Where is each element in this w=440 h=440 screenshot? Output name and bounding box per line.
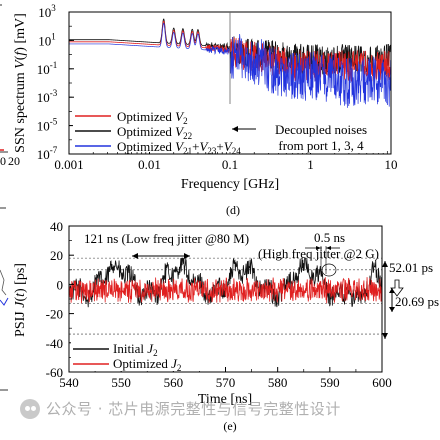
spectrum-x-axis-label: Frequency [GHz] bbox=[181, 177, 279, 192]
spectrum-y-tick-label: 103 bbox=[38, 3, 56, 20]
decoupled-annotation-line1: Decoupled noises bbox=[275, 122, 367, 137]
spectrum-y-tick-label: 10-5 bbox=[37, 117, 58, 134]
psij-y-tick-label: -40 bbox=[46, 336, 63, 351]
high-freq-annotation: (High freq jitter @2 G) bbox=[258, 246, 379, 261]
wechat-watermark: 公众号 · 芯片电源完整性与信号完整性设计 bbox=[20, 398, 341, 419]
pp-optimized-label: 20.69 ps bbox=[395, 294, 439, 309]
pp-initial-bracket bbox=[382, 261, 388, 339]
psij-x-tick-label: 550 bbox=[111, 375, 131, 390]
psij-series-initial-j2 bbox=[68, 257, 383, 308]
spectrum-x-tick-label: 0.001 bbox=[54, 157, 83, 172]
spectrum-x-tick-label: 0.1 bbox=[222, 157, 238, 172]
psij-x-tick-label: 590 bbox=[320, 375, 340, 390]
spectrum-x-tick-label: 10 bbox=[385, 157, 398, 172]
psij-chart: 540 550 560 570 580 590 600 40 20 0 -20 -40 -60 121 … bbox=[13, 219, 439, 433]
psij-x-tick-label: 540 bbox=[59, 375, 79, 390]
pp-optimized-bracket bbox=[389, 288, 395, 312]
spectrum-legend-box bbox=[73, 104, 261, 152]
spectrum-chart: 0.001 0.01 0.1 1 10 10-7 10-5 10-3 10-1 101 103 Op… bbox=[13, 3, 398, 217]
left-xtick-a: 0 bbox=[0, 154, 6, 168]
down-arrow-icon bbox=[390, 279, 404, 297]
spectrum-x-tick-label: 1 bbox=[307, 157, 314, 172]
watermark-text: 公众号 · 芯片电源完整性与信号完整性设计 bbox=[46, 400, 341, 418]
spectrum-x-tick-label: 0.01 bbox=[138, 157, 161, 172]
high-freq-zoom-circle bbox=[321, 263, 337, 277]
decoupled-annotation: Decoupled noises from port 1, 3, 4 bbox=[232, 120, 384, 153]
psij-series-group bbox=[68, 257, 383, 308]
psij-legend: Initial J2 Optimized J2 bbox=[71, 338, 206, 373]
left-fragment: 0 20 bbox=[0, 4, 20, 391]
high-freq-period-arrow bbox=[305, 246, 340, 277]
high-freq-period: 0.5 ns bbox=[314, 230, 345, 245]
psij-x-tick-label: 570 bbox=[216, 375, 236, 390]
psij-legend-box bbox=[71, 338, 206, 371]
psij-x-axis-label: Time [ns] bbox=[198, 392, 252, 407]
wechat-icon bbox=[20, 398, 40, 419]
psij-y-tick-label: 20 bbox=[50, 248, 63, 263]
legend-label-v21-v23-v24: Optimized V21+V23+V24 bbox=[117, 139, 241, 156]
psij-y-axis-label: PSIJ J(t) [ps] bbox=[13, 263, 28, 337]
spectrum-y-tick-label: 101 bbox=[38, 31, 56, 48]
spectrum-y-axis-label: SSN spectrum V(f) [mV] bbox=[13, 13, 28, 153]
spectrum-y-tick-label: 10-7 bbox=[37, 145, 58, 162]
psij-x-tick-label: 580 bbox=[268, 375, 288, 390]
spectrum-y-tick-label: 10-1 bbox=[37, 60, 58, 77]
psij-x-tick-label: 560 bbox=[164, 375, 184, 390]
legend-label-optimized-j2: Optimized J2 bbox=[113, 356, 181, 373]
decoupled-annotation-line2: from port 1, 3, 4 bbox=[278, 138, 364, 153]
low-freq-period-arrow bbox=[132, 253, 190, 259]
decoupled-annotation-box bbox=[258, 120, 384, 153]
spectrum-legend: Optimized V2 Optimized V22 Optimized V21… bbox=[73, 104, 261, 156]
psij-x-tick-label: 600 bbox=[372, 375, 392, 390]
psij-y-tick-label: 0 bbox=[57, 277, 64, 292]
low-freq-annotation: 121 ns (Low freq jitter @80 M) bbox=[84, 231, 249, 246]
pp-initial-label: 52.01 ps bbox=[389, 260, 433, 275]
spectrum-y-tick-label: 10-3 bbox=[37, 88, 58, 105]
legend-label-initial-j2: Initial J2 bbox=[113, 341, 158, 358]
decoupled-arrowhead bbox=[232, 126, 238, 132]
panel-label-e: (e) bbox=[223, 419, 236, 433]
psij-y-tick-label: -60 bbox=[46, 365, 63, 380]
psij-series-optimized-j2 bbox=[68, 277, 383, 304]
psij-y-tick-label: 40 bbox=[50, 219, 63, 234]
left-xtick-b: 20 bbox=[8, 154, 20, 168]
psij-y-tick-label: -20 bbox=[46, 307, 63, 322]
legend-label-v22: Optimized V22 bbox=[117, 124, 192, 141]
psij-axes: 540 550 560 570 580 590 600 40 20 0 -20 -40 -60 bbox=[46, 219, 392, 390]
legend-label-v2: Optimized V2 bbox=[117, 109, 188, 126]
panel-label-d: (d) bbox=[226, 203, 240, 217]
